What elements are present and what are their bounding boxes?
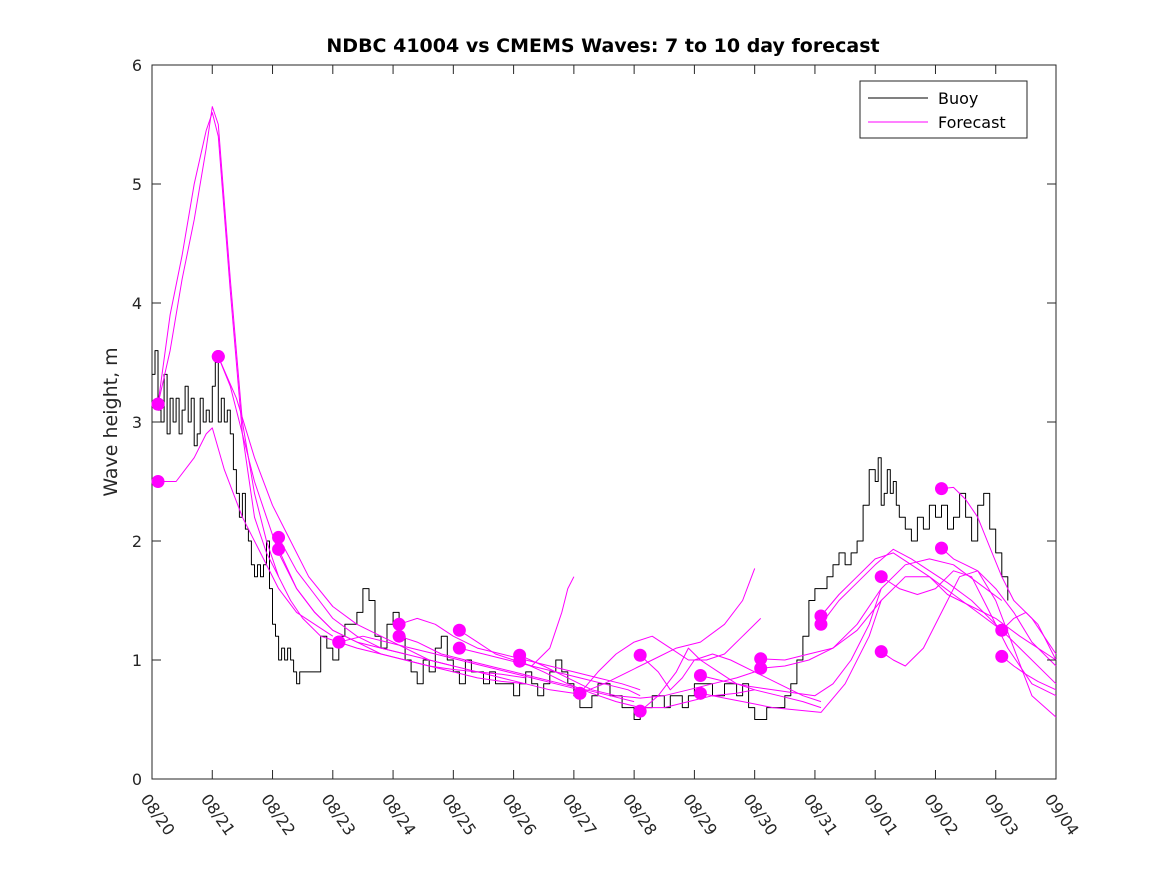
forecast-start-marker [693, 668, 707, 682]
y-tick-label: 0 [132, 770, 142, 789]
forecast-start-marker [573, 686, 587, 700]
y-tick-label: 1 [132, 651, 142, 670]
forecast-series-line [639, 647, 822, 712]
buoy-series-line [152, 350, 1009, 720]
forecast-series-line [1001, 656, 1057, 691]
legend: Buoy Forecast [859, 80, 1028, 139]
forecast-series-line [1001, 611, 1057, 661]
forecast-series-line [278, 537, 526, 679]
forecast-series-line [157, 106, 339, 643]
forecast-start-marker [633, 704, 647, 718]
forecast-start-marker [754, 652, 768, 666]
y-tick-label: 3 [132, 413, 142, 432]
forecast-series-line [338, 641, 574, 694]
legend-buoy-label: Buoy [938, 89, 978, 108]
forecast-start-marker [633, 648, 647, 662]
forecast-series-line [579, 568, 756, 694]
forecast-series-line [579, 618, 762, 694]
forecast-start-marker [995, 649, 1009, 663]
forecast-series-line [820, 552, 1057, 661]
forecast-series-line [700, 588, 882, 697]
forecast-start-marker [392, 629, 406, 643]
forecast-start-marker [151, 475, 165, 488]
y-tick-label: 4 [132, 294, 142, 313]
y-tick-label: 2 [132, 532, 142, 551]
forecast-series-line [639, 653, 822, 703]
forecast-start-marker [332, 635, 346, 649]
forecast-series-line [217, 356, 406, 655]
y-tick-label: 6 [132, 56, 142, 75]
forecast-start-marker [874, 645, 888, 659]
forecast-start-marker [452, 641, 466, 655]
forecast-series-line [700, 600, 882, 713]
forecast-start-marker [272, 530, 286, 544]
forecast-start-marker [392, 617, 406, 631]
y-tick-label: 5 [132, 175, 142, 194]
axes-box [151, 64, 1057, 780]
forecast-series-line [941, 547, 1057, 667]
legend-box [859, 80, 1028, 139]
forecast-series-line [760, 576, 1003, 669]
forecast-series-line [519, 654, 755, 699]
forecast-series-line [157, 112, 280, 577]
forecast-series-line [217, 356, 454, 667]
forecast-start-marker [874, 570, 888, 584]
forecast-series-line [338, 635, 581, 691]
forecast-series-line [880, 570, 1057, 718]
forecast-series-line [398, 635, 635, 703]
forecast-start-marker [995, 623, 1009, 637]
forecast-series-line [760, 558, 1003, 661]
marker-layer [151, 350, 1009, 718]
forecast-start-marker [934, 541, 948, 555]
chart-title: NDBC 41004 vs CMEMS Waves: 7 to 10 day f… [326, 35, 879, 57]
forecast-start-marker [151, 397, 165, 411]
legend-forecast-label: Forecast [938, 113, 1006, 132]
forecast-start-marker [934, 482, 948, 496]
forecast-series-line [880, 570, 1057, 697]
forecast-start-marker [693, 686, 707, 700]
forecast-start-marker [814, 617, 828, 631]
forecast-start-marker [754, 661, 768, 675]
forecast-start-marker [211, 350, 225, 364]
forecast-start-marker [272, 542, 286, 556]
forecast-series-line [158, 427, 334, 637]
forecast-start-marker [513, 654, 527, 668]
forecast-start-marker [452, 623, 466, 637]
y-axis-label: Wave height, m [100, 347, 122, 496]
